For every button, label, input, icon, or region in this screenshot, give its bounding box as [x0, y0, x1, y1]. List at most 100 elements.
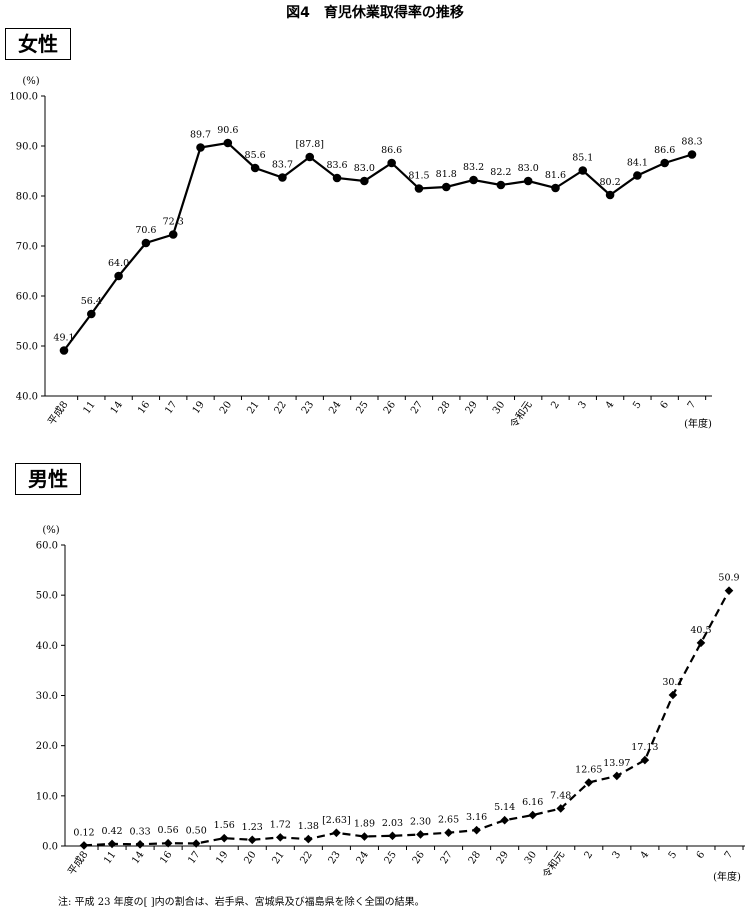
female-data-point: [360, 176, 369, 186]
male-x-tick-label: 23: [327, 849, 343, 866]
male-data-label: 0.50: [186, 825, 207, 836]
male-y-tick-label: 20.0: [36, 741, 58, 752]
male-data-point: [724, 586, 734, 595]
female-x-tick-label: 2: [549, 399, 562, 411]
male-data-point: [135, 840, 145, 849]
male-data-label: 2.03: [382, 818, 403, 829]
female-data-point: [168, 230, 178, 239]
figure-title: 図4 育児休業取得率の推移: [286, 5, 464, 21]
female-data-point: [278, 173, 287, 182]
female-x-tick-label: 4: [604, 399, 617, 411]
male-x-tick-label: 16: [158, 849, 174, 866]
female-data-label: 64.0: [108, 258, 129, 269]
female-data-point: [250, 163, 260, 173]
female-data-label: 88.3: [681, 137, 702, 148]
male-data-label: 12.65: [575, 765, 602, 776]
male-x-tick-label: 17: [186, 849, 202, 866]
male-data-label: 1.56: [214, 820, 235, 831]
male-y-tick-label: 50.0: [36, 591, 58, 602]
male-x-tick-label: 29: [495, 849, 511, 866]
male-data-label: 0.42: [101, 826, 122, 837]
male-x-tick-label: 令和元: [539, 848, 567, 880]
female-data-point: [496, 180, 506, 190]
female-data-label: 81.8: [436, 169, 457, 180]
male-x-tick-label: 21: [270, 849, 286, 866]
female-data-label: 86.6: [654, 145, 675, 156]
female-data-label: 81.5: [408, 171, 429, 182]
male-y-unit: (%): [42, 525, 59, 536]
female-y-tick-label: 60.0: [16, 292, 38, 303]
male-x-tick-label: 26: [411, 849, 427, 866]
male-x-tick-label: 平成8: [65, 849, 90, 877]
female-data-point: [414, 184, 424, 193]
male-x-tick-label: 19: [214, 849, 230, 866]
male-data-point: [668, 690, 678, 700]
female-y-tick-label: 100.0: [9, 92, 38, 103]
female-data-label: 81.6: [545, 170, 566, 181]
female-data-point: [87, 309, 96, 319]
female-data-point: [578, 166, 588, 175]
female-data-label: 56.4: [81, 296, 102, 307]
female-data-point: [387, 158, 396, 168]
male-x-tick-label: 2: [583, 849, 596, 861]
female-data-point: [551, 183, 560, 193]
male-data-label: 13.97: [603, 758, 630, 769]
male-data-point: [444, 828, 453, 838]
male-data-point: [332, 828, 341, 838]
male-x-tick-label: 20: [242, 849, 258, 866]
male-x-unit: (年度): [713, 870, 741, 883]
male-x-tick-label: 3: [611, 849, 624, 861]
male-x-tick-label: 28: [467, 849, 483, 866]
female-data-point: [605, 190, 615, 200]
male-data-label: 0.33: [130, 826, 151, 837]
female-data-point: [687, 150, 697, 159]
female-data-point: [660, 158, 669, 168]
male-data-label: 40.5: [690, 625, 711, 636]
female-data-label: 83.6: [326, 160, 347, 171]
female-data-label: 70.6: [135, 225, 156, 236]
female-x-tick-label: 7: [686, 399, 699, 411]
male-data-point: [556, 804, 566, 813]
female-data-label: 83.7: [272, 160, 293, 171]
female-data-label: 85.6: [245, 150, 266, 161]
male-y-tick-label: 60.0: [36, 541, 58, 552]
male-x-tick-label: 7: [723, 849, 736, 861]
female-y-tick-label: 80.0: [16, 192, 38, 203]
female-x-tick-label: 3: [577, 399, 590, 411]
female-x-tick-label: 5: [631, 399, 644, 411]
male-x-tick-label: 25: [383, 849, 399, 866]
female-data-label: 49.1: [53, 333, 74, 344]
female-data-point: [114, 271, 123, 281]
male-data-point: [640, 755, 650, 765]
female-section-label: 女性: [5, 28, 71, 60]
female-y-tick-label: 70.0: [16, 242, 38, 253]
male-data-label: 1.72: [270, 819, 291, 830]
female-data-label: 84.1: [627, 158, 648, 169]
male-data-label: 5.14: [494, 802, 515, 813]
female-data-point: [441, 182, 451, 192]
male-data-point: [416, 830, 425, 839]
male-x-tick-label: 11: [102, 849, 118, 866]
female-data-point: [223, 138, 233, 148]
male-x-tick-label: 14: [130, 849, 146, 866]
female-data-label: 83.2: [463, 162, 484, 173]
male-data-label: 2.30: [410, 816, 431, 827]
male-x-tick-label: 22: [298, 849, 314, 866]
male-data-label: [2.63]: [322, 815, 351, 826]
male-data-point: [79, 841, 89, 850]
female-data-point: [633, 171, 642, 180]
female-data-point: [523, 176, 533, 186]
male-y-tick-label: 10.0: [36, 791, 58, 802]
male-y-tick-label: 40.0: [36, 641, 58, 652]
female-data-label: 86.6: [381, 145, 402, 156]
male-data-point: [388, 831, 397, 841]
male-x-tick-label: 6: [695, 849, 708, 861]
female-data-point: [332, 173, 342, 183]
male-data-point: [163, 838, 173, 848]
male-data-label: 7.48: [550, 790, 571, 801]
female-y-unit: (%): [22, 76, 39, 87]
male-data-point: [528, 810, 537, 820]
male-series-line: [83, 590, 730, 847]
male-data-point: [219, 833, 229, 843]
